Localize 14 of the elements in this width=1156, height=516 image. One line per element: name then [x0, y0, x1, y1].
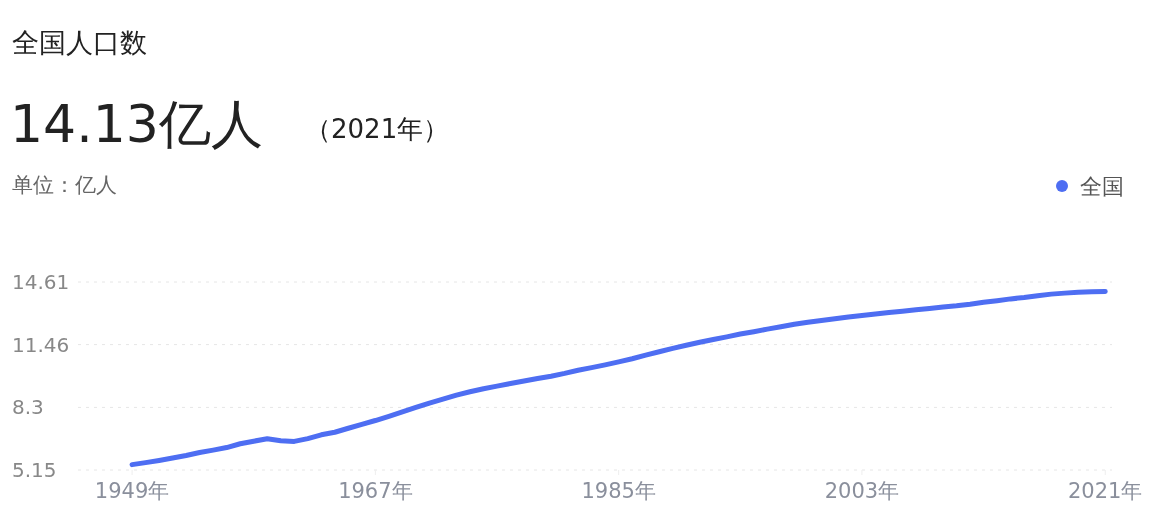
x-tick-label: 2003年: [824, 479, 900, 503]
y-tick-label: 5.15: [12, 458, 57, 482]
x-tick-label: 1949年: [94, 479, 170, 503]
x-tick-label: 1985年: [581, 479, 656, 503]
y-tick-label: 14.61: [12, 270, 70, 294]
chart-subtitle: 14.13亿人: [10, 94, 263, 154]
y-tick-label: 8.3: [12, 395, 44, 420]
x-tick-label: 2021年: [1068, 479, 1143, 503]
legend-label: 全国: [1080, 174, 1124, 199]
chart-title: 全国人口数: [12, 27, 147, 58]
text: （2021年）: [305, 114, 450, 144]
y-axis-title: 单位：亿人: [12, 173, 117, 197]
y-tick-label: 11.46: [12, 332, 70, 357]
x-tick-label: 1967年: [338, 479, 413, 503]
